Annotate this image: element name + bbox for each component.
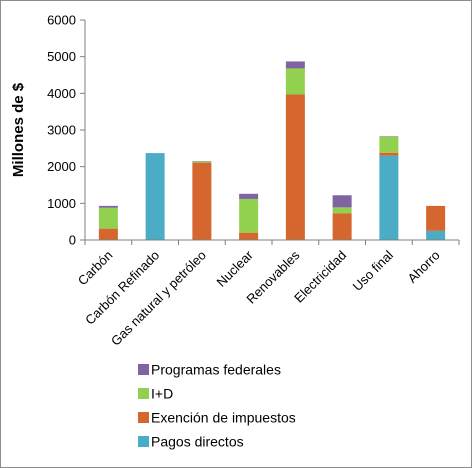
bar-segment-exencion-de-impuestos-uso-final (379, 152, 399, 156)
bar-segment-exencion-de-impuestos-renovables (285, 94, 305, 240)
bar-segment-programas-federales-nuclear (239, 193, 259, 199)
bar-segment-programas-federales-electricidad (332, 195, 352, 208)
x-category-label: Gas natural y petróleo (108, 248, 209, 349)
bar-segment-exencion-de-impuestos-electricidad (332, 213, 352, 240)
bars (98, 61, 446, 240)
legend-label-i-d: I+D (151, 386, 173, 402)
x-category-label: Nuclear (213, 247, 256, 290)
bar-segment-pagos-directos-uso-final (379, 155, 399, 240)
y-tick-label: 4000 (47, 86, 76, 101)
x-category-label: Carbón (75, 248, 116, 289)
x-category-label: Uso final (350, 247, 396, 293)
legend-swatch-i-d (138, 388, 149, 399)
bar-segment-pagos-directos-ahorro (426, 230, 446, 240)
x-category-label: Ahorro (405, 248, 443, 286)
bar-segment-exencion-de-impuestos-gas-natural-y-petroleo (192, 162, 212, 240)
bar-segment-i-d-renovables (285, 68, 305, 95)
bar-segment-exencion-de-impuestos-ahorro (426, 205, 446, 231)
bar-segment-programas-federales-carbon (98, 205, 118, 208)
bar-segment-i-d-gas-natural-y-petroleo (192, 161, 212, 163)
y-tick-label: 6000 (47, 13, 76, 28)
y-tick-label: 5000 (47, 49, 76, 64)
legend-label-exencion-de-impuestos: Exención de impuestos (151, 410, 296, 426)
legend-label-pagos-directos: Pagos directos (151, 434, 244, 450)
bar-segment-exencion-de-impuestos-carbon (98, 228, 118, 240)
y-tick-label: 0 (69, 233, 76, 248)
bar-segment-i-d-nuclear (239, 198, 259, 233)
legend-label-programas-federales: Programas federales (151, 362, 281, 378)
y-tick-label: 3000 (47, 123, 76, 138)
legend-swatch-exencion-de-impuestos (138, 412, 149, 423)
y-tick-label: 1000 (47, 196, 76, 211)
bar-segment-programas-federales-renovables (285, 61, 305, 69)
y-axis-label: Millones de $ (10, 82, 27, 177)
legend: Programas federales I+D Exención de impues… (138, 362, 296, 450)
x-axis-ticks (84, 240, 460, 245)
y-axis-ticks: 0 1000 2000 3000 4000 5000 6000 (47, 13, 85, 248)
bar-segment-pagos-directos-carbon-refinado (145, 153, 165, 240)
bar-segment-i-d-electricidad (332, 207, 352, 214)
legend-swatch-pagos-directos (138, 436, 149, 447)
y-tick-label: 2000 (47, 159, 76, 174)
legend-swatch-programas-federales (138, 364, 149, 375)
bar-segment-i-d-carbon (98, 207, 118, 229)
bar-segment-i-d-uso-final (379, 136, 399, 153)
bar-segment-exencion-de-impuestos-nuclear (239, 232, 259, 240)
